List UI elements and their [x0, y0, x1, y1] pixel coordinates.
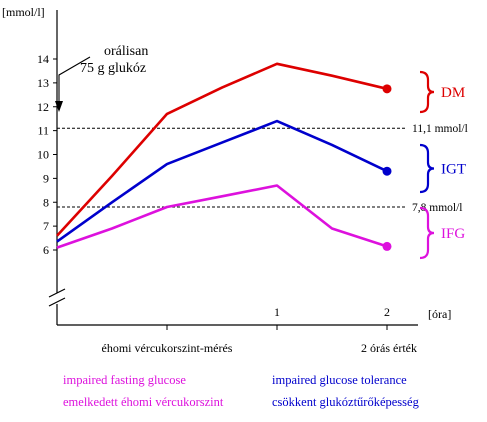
legend-text: emelkedett éhomi vércukorszint	[63, 395, 224, 409]
series-endpoint-dm	[382, 84, 392, 94]
series-line-igt	[56, 119, 388, 243]
y-tick-label: 13	[37, 76, 49, 90]
reference-line-label: 11,1 mmol/l	[412, 123, 468, 135]
axis-break-mark	[48, 297, 66, 307]
series-endpoint-ifg	[382, 241, 392, 251]
group-label-igt: IGT	[441, 162, 466, 178]
x-bottom-label: 2 órás érték	[361, 341, 417, 355]
x-tick-label: 1	[274, 305, 280, 319]
legend-text: csökkent glukóztűrőképesség	[272, 395, 420, 409]
y-tick-label: 11	[37, 124, 49, 138]
y-tick-label: 6	[43, 243, 49, 257]
series-lines	[56, 62, 392, 251]
annotation-pointer	[58, 56, 91, 110]
y-tick-label: 8	[43, 195, 49, 209]
reference-lines: 11,1 mmol/l 7,8 mmol/l	[57, 123, 468, 214]
y-tick-label: 7	[43, 219, 49, 233]
group-brace	[419, 143, 435, 194]
legend: impaired fasting glucose emelkedett éhomi…	[63, 373, 420, 409]
annotation-arrowhead	[55, 101, 63, 112]
group-label-dm: DM	[441, 85, 465, 101]
annotation-line-2: 75 g glukóz	[80, 61, 146, 76]
x-bottom-label: éhomi vércukorszint-mérés	[102, 341, 233, 355]
y-tick-label: 14	[37, 52, 49, 66]
series-endpoint-igt	[382, 166, 392, 176]
series-line-ifg	[56, 184, 388, 249]
y-tick-label: 12	[37, 100, 49, 114]
axis-break-mark	[48, 288, 66, 298]
group-brace	[419, 206, 435, 260]
annotation-line-1: orálisan	[104, 44, 148, 59]
legend-text: impaired glucose tolerance	[272, 373, 407, 387]
legend-text: impaired fasting glucose	[63, 373, 186, 387]
x-tick-label: 2	[384, 305, 390, 319]
x-axis-label: [óra]	[428, 307, 451, 321]
y-axis-label: [mmol/l]	[2, 5, 45, 19]
group-brace	[419, 70, 435, 114]
group-label-ifg: IFG	[441, 226, 465, 242]
annotations: DM IGT IFG orálisan 75 g glukóz	[55, 44, 466, 260]
y-tick-label: 10	[37, 148, 49, 162]
series-line-dm	[56, 62, 388, 237]
reference-line-label: 7,8 mmol/l	[412, 202, 462, 214]
y-tick-label: 9	[43, 171, 49, 185]
